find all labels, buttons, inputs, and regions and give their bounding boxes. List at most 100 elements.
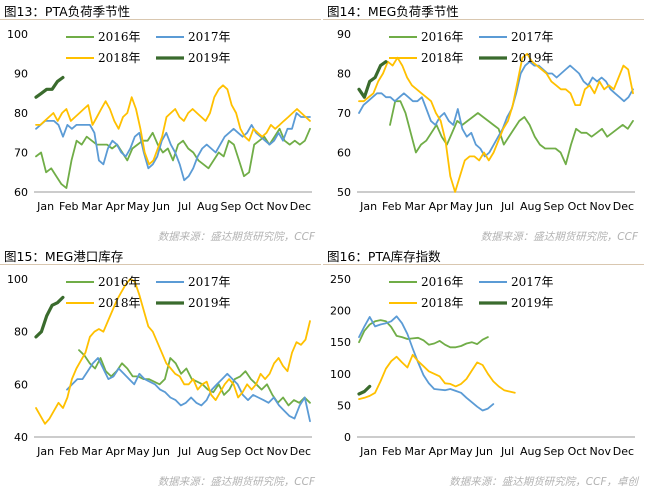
y-tick-label: 100 [7,28,28,41]
x-tick-label: Mar [82,445,103,458]
legend-label: 2017年 [511,30,554,44]
y-tick-label: 50 [337,186,351,199]
series-line-2016 [35,127,311,189]
series-line-2017 [66,357,311,423]
x-tick-label: Dec [290,445,311,458]
y-tick-label: 80 [14,107,28,120]
x-tick-label: Apr [429,200,449,213]
series-line-2018 [35,278,311,425]
legend-label: 2016年 [421,275,464,289]
x-tick-label: Feb [382,445,401,458]
legend-label: 2018年 [98,296,141,310]
x-tick-label: Jun [475,445,493,458]
x-tick-label: May [450,445,473,458]
legend-label: 2017年 [188,275,231,289]
series-line-2018 [358,52,634,193]
x-tick-label: Oct [245,445,265,458]
y-tick-label: 40 [14,431,28,444]
x-tick-label: Aug [197,445,218,458]
legend-label: 2017年 [511,275,554,289]
chart-svg: 0 50 100 150 200 250 Jan Feb Mar Apr May Jun Jul Aug S… [330,273,635,458]
chart-svg: 60 70 80 90 100 Jan Feb Mar Apr May Jun Jul Aug Sep Oc… [7,28,312,213]
y-tick-label: 60 [14,378,28,391]
legend-label: 2016年 [98,275,141,289]
x-tick-label: Sep [221,445,242,458]
series-line-2019 [357,384,372,396]
x-tick-label: Dec [290,200,311,213]
x-tick-label: Jun [152,445,170,458]
series-line-2016 [78,349,311,407]
source-note: 数据来源：盛达期货研究院，CCF，卓创 [449,476,638,488]
legend-label: 2018年 [421,51,464,65]
x-tick-label: Jul [177,200,191,213]
x-tick-label: Nov [590,200,612,213]
x-tick-label: Aug [197,200,218,213]
series-line-2017 [35,112,311,182]
y-tick-label: 100 [330,368,351,381]
panel-title: 图13：PTA负荷季节性 [4,4,131,19]
series-line-2019 [34,75,65,99]
x-tick-label: Nov [590,445,612,458]
x-tick-label: Dec [613,445,634,458]
series-line-2016 [389,100,634,166]
chart-svg: 40 60 80 100 Jan Feb Mar Apr May Jun Jul Aug Sep Oct N… [7,273,312,458]
chart-svg: 50 60 70 80 90 Jan Feb Mar Apr May Jun Jul Aug Sep Oct… [337,28,635,213]
x-tick-label: Apr [106,200,126,213]
y-tick-label: 200 [330,305,351,318]
x-tick-label: May [450,200,473,213]
x-tick-label: Aug [520,200,541,213]
source-note: 数据来源：盛达期货研究院，CCF [157,231,315,243]
legend-label: 2019年 [188,51,231,65]
chart-panel-meg-load: 图14：MEG负荷季节性 50 60 70 80 90 Jan Feb Mar Apr May Ju… [323,0,644,244]
x-tick-label: Dec [613,200,634,213]
x-tick-label: Aug [520,445,541,458]
x-tick-label: Apr [429,445,449,458]
x-tick-label: Oct [245,200,265,213]
series-line-2018 [358,353,516,400]
y-tick-label: 150 [330,336,351,349]
y-tick-label: 70 [337,107,351,120]
chart-panel-meg-port-stock: 图15：MEG港口库存 40 60 80 100 Jan Feb Mar Apr May Jun J… [0,245,321,489]
panel-title: 图15：MEG港口库存 [4,249,124,264]
title-rule [323,19,644,20]
y-tick-label: 50 [337,399,351,412]
chart-panel-pta-load: 图13：PTA负荷季节性 60 70 80 90 100 Jan Feb Mar Apr May J… [0,0,321,244]
x-tick-label: Jan [36,200,54,213]
y-tick-label: 80 [14,326,28,339]
x-tick-label: Nov [267,445,289,458]
series-line-2019 [34,295,65,339]
x-tick-label: May [127,445,150,458]
panel-title: 图14：MEG负荷季节性 [327,4,459,19]
y-tick-label: 60 [337,147,351,160]
x-tick-label: Sep [544,445,565,458]
y-tick-label: 70 [14,147,28,160]
legend-label: 2017年 [188,30,231,44]
legend-label: 2016年 [421,30,464,44]
legend-label: 2018年 [421,296,464,310]
panel-title: 图16：PTA库存指数 [327,249,441,264]
series-line-2016 [358,319,489,349]
x-tick-label: Sep [544,200,565,213]
title-rule [0,19,321,20]
legend-label: 2019年 [188,296,231,310]
x-tick-label: Feb [59,445,78,458]
chart-panel-pta-stock-index: 图16：PTA库存指数 0 50 100 150 200 250 Jan Feb Mar Apr M… [323,245,644,489]
series-line-2019 [357,60,388,99]
x-tick-label: May [127,200,150,213]
x-tick-label: Jun [152,200,170,213]
y-tick-label: 90 [337,28,351,41]
title-rule [323,264,644,265]
x-tick-label: Oct [568,200,588,213]
x-tick-label: Apr [106,445,126,458]
y-tick-label: 60 [14,186,28,199]
x-tick-label: Feb [382,200,401,213]
series-line-2017 [358,60,634,158]
legend-label: 2018年 [98,51,141,65]
x-tick-label: Jul [177,445,191,458]
series-line-2017 [358,315,495,412]
x-tick-label: Jan [359,445,377,458]
x-tick-label: Sep [221,200,242,213]
x-tick-label: Jul [500,200,514,213]
source-note: 数据来源：盛达期货研究院，CCF [480,231,638,243]
x-tick-label: Nov [267,200,289,213]
